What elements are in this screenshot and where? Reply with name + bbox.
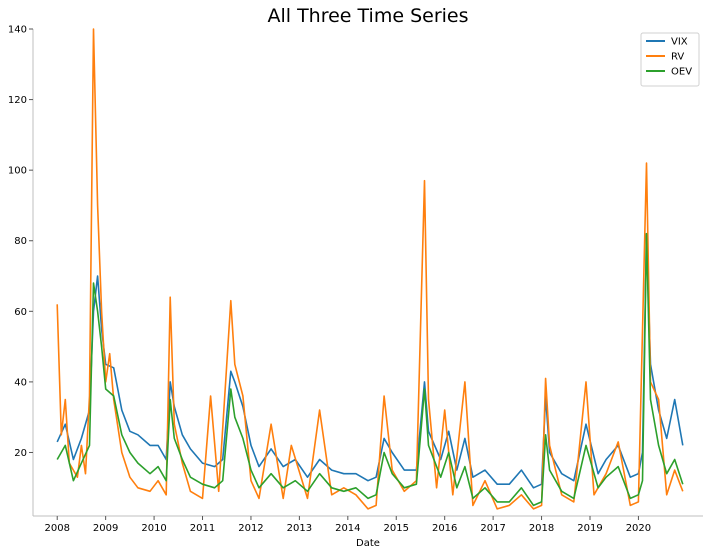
legend-box: [640, 32, 700, 87]
x-tick-label: 2019: [577, 523, 602, 534]
series-line-rv: [56, 28, 684, 510]
x-tick-label: 2016: [432, 523, 457, 534]
y-tick-label: 120: [8, 95, 27, 106]
series-line-vix: [56, 232, 684, 489]
y-tick-label: 40: [14, 377, 27, 388]
y-tick-label: 140: [8, 25, 27, 36]
x-tick-label: 2013: [287, 523, 312, 534]
y-tick-label: 100: [8, 166, 27, 177]
x-axis-label: Date: [356, 538, 380, 549]
x-tick-label: 2015: [384, 523, 409, 534]
x-tick-label: 2018: [529, 523, 554, 534]
legend-label-vix: VIX: [671, 37, 688, 48]
x-tick-label: 2017: [480, 523, 505, 534]
x-tick-label: 2008: [44, 523, 69, 534]
y-tick-label: 80: [14, 236, 27, 247]
legend-label-rv: RV: [671, 52, 684, 63]
y-tick-label: 20: [14, 448, 27, 459]
x-tick-label: 2010: [141, 523, 166, 534]
legend: VIX RV OEV: [640, 32, 700, 87]
x-tick-label: 2014: [335, 523, 360, 534]
legend-label-oev: OEV: [671, 67, 692, 78]
plot-area: [56, 28, 684, 510]
x-tick-label: 2011: [190, 523, 215, 534]
y-tick-label: 60: [14, 307, 27, 318]
chart-title: All Three Time Series: [267, 5, 468, 27]
x-tick-label: 2009: [93, 523, 118, 534]
y-axis-ticks: 20 40 60 80 100 120 140: [8, 25, 33, 459]
x-tick-label: 2012: [238, 523, 263, 534]
x-tick-label: 2020: [626, 523, 651, 534]
x-axis-ticks: 2008 2009 2010 2011 2012 2013 2014 2015 2016 2017…: [44, 516, 651, 534]
series-line-oev: [56, 232, 684, 507]
